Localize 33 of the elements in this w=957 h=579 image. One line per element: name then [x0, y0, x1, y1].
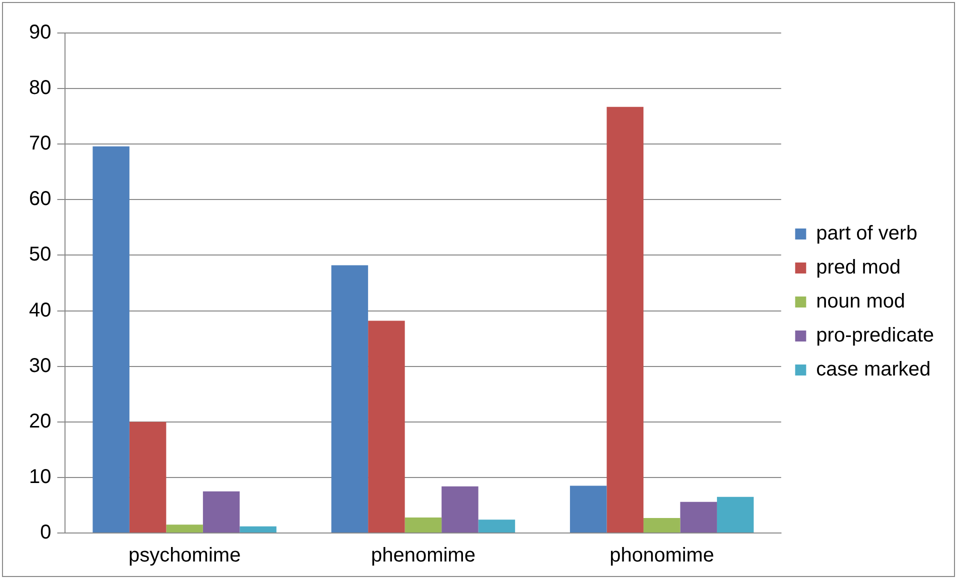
bar	[478, 520, 516, 532]
bar	[716, 496, 754, 532]
legend-label: pred mod	[816, 256, 901, 279]
x-tick-label: phonomime	[610, 544, 714, 567]
bar	[129, 422, 166, 532]
legend-label: case marked	[816, 358, 931, 381]
y-tick-label: 80	[28, 77, 52, 100]
y-tick-label: 40	[28, 299, 52, 322]
y-tick-label: 10	[28, 466, 52, 488]
y-tick-label: 30	[28, 354, 52, 377]
y-tick-label: 60	[28, 188, 52, 210]
bar	[368, 320, 405, 532]
bar	[92, 146, 130, 532]
y-tick-label: 20	[28, 410, 52, 432]
legend-label: pro-predicate	[816, 324, 934, 347]
bar	[404, 517, 442, 532]
bar	[680, 502, 717, 532]
bar	[166, 524, 203, 532]
y-tick-label: 50	[28, 244, 52, 266]
y-tick-label: 0	[40, 522, 52, 544]
bar	[331, 265, 368, 532]
legend-label: part of verb	[816, 222, 918, 245]
y-tick-label: 70	[28, 132, 52, 155]
y-tick-label: 90	[28, 22, 52, 44]
bar	[606, 106, 644, 532]
legend-label: noun mod	[816, 290, 906, 313]
bar	[240, 526, 276, 532]
x-tick-label: phenomime	[370, 544, 476, 567]
bar	[570, 486, 607, 532]
bar	[442, 486, 478, 532]
bar	[643, 518, 680, 532]
bar	[202, 491, 240, 532]
x-tick-label: psychomime	[128, 544, 241, 567]
